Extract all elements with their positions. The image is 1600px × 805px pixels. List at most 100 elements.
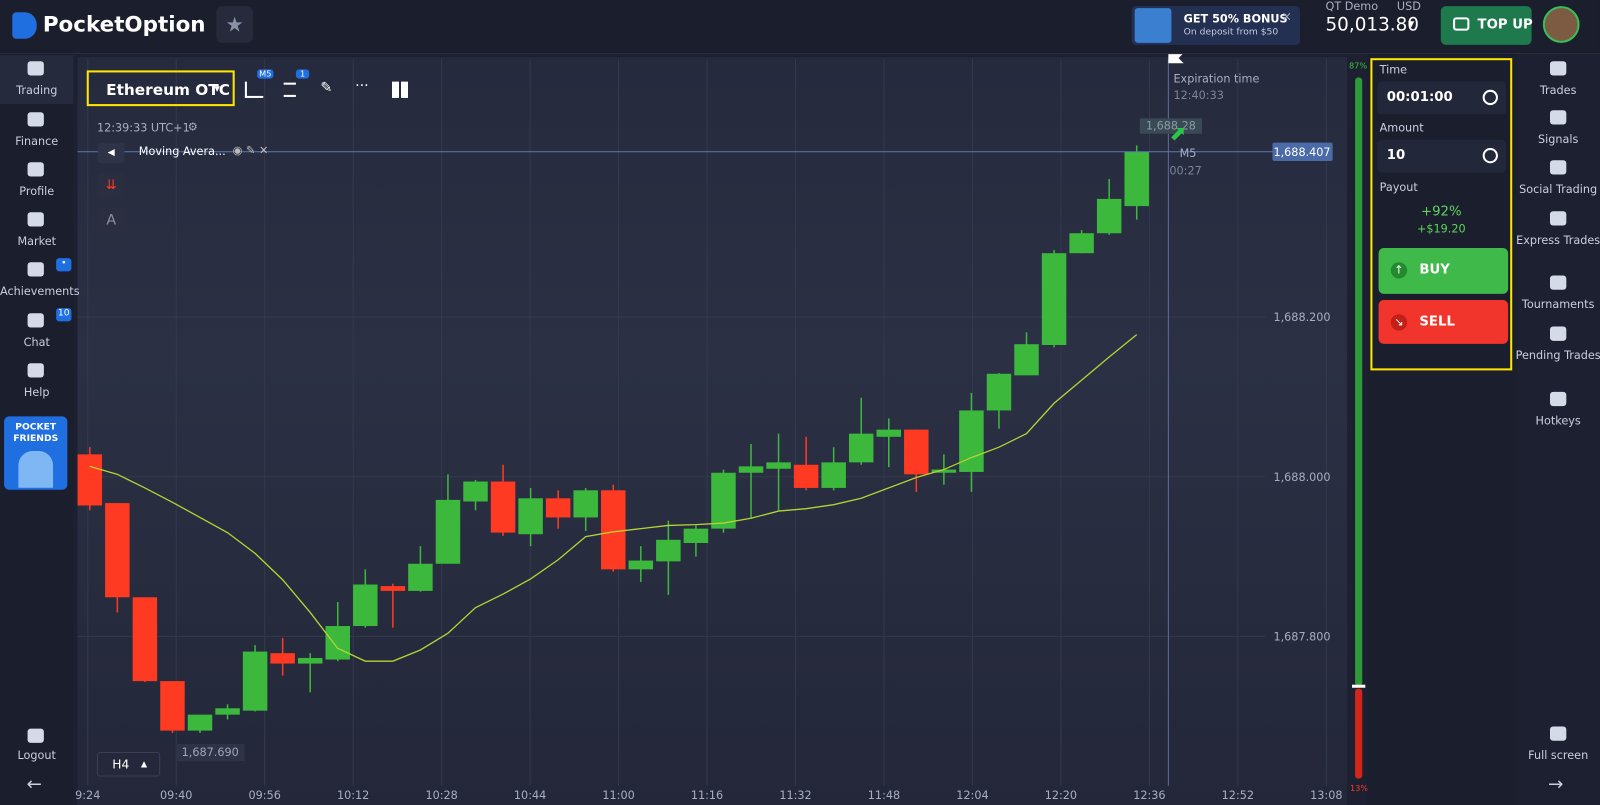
nav-item[interactable]: Finance — [15, 134, 59, 148]
candle-body — [77, 454, 103, 506]
indicator-name[interactable]: Moving Avera... — [138, 144, 226, 159]
avatar[interactable] — [1542, 6, 1580, 43]
x-tick-label: 12:52 — [1222, 789, 1254, 802]
signal-tool[interactable]: ⇊ — [97, 173, 125, 198]
nav-icon — [27, 162, 44, 177]
amount-icon[interactable] — [1482, 147, 1498, 164]
nav-item[interactable]: Market — [17, 234, 57, 248]
candle-body — [656, 539, 681, 562]
x-tick-label: 12:20 — [1045, 789, 1077, 802]
fullscreen-icon — [1549, 726, 1567, 741]
balance-caret[interactable]: ▾ — [1408, 16, 1415, 31]
nav-icon — [27, 212, 44, 227]
nav-icon — [27, 313, 44, 328]
drawing-button[interactable]: ✎ — [320, 79, 333, 96]
candle-body — [601, 490, 626, 570]
nav-item[interactable]: Achievements — [0, 284, 80, 298]
x-tick-label: 9:24 — [75, 789, 100, 802]
nav-item[interactable]: Trading — [16, 83, 58, 97]
sentiment-up: 87% — [1348, 61, 1368, 71]
nav-icon — [1549, 61, 1567, 76]
timeframe-box[interactable] — [96, 752, 161, 777]
expand-arrow[interactable]: → — [1547, 773, 1564, 795]
text-tool[interactable]: A — [97, 208, 125, 233]
payout: +92% — [1421, 204, 1462, 220]
topup-button[interactable] — [1440, 6, 1532, 45]
x-tick-label: 09:40 — [160, 789, 192, 802]
nav-item[interactable]: Pending Trades — [1515, 348, 1600, 363]
nav-item[interactable]: Hotkeys — [1535, 414, 1581, 428]
nav-item[interactable]: Profile — [19, 184, 55, 198]
candle-body — [490, 481, 516, 533]
candle-body — [160, 681, 185, 731]
timeframe[interactable]: H4 — [112, 757, 130, 772]
expiration-flag — [1168, 53, 1184, 64]
right-nav — [1516, 54, 1600, 805]
candle-body — [380, 586, 406, 591]
header — [0, 0, 1600, 55]
candle-body — [435, 499, 461, 564]
asset-selector[interactable]: Ethereum OTC — [106, 80, 230, 99]
asset-caret[interactable]: ▾ — [214, 81, 220, 95]
clock-settings[interactable]: ⚙ — [187, 120, 198, 134]
candle-body — [408, 563, 433, 591]
topup-label[interactable]: TOP UP — [1477, 17, 1533, 33]
time-label: Time — [1379, 63, 1408, 77]
x-tick-label: 11:48 — [868, 789, 900, 802]
indicators-button[interactable] — [283, 82, 296, 97]
nav-icon — [1549, 275, 1567, 290]
candle-body — [711, 472, 736, 529]
nav-item[interactable]: Help — [23, 385, 50, 399]
candle-body — [1014, 344, 1039, 376]
bonus-image — [1134, 8, 1172, 43]
candle-body — [187, 714, 213, 731]
candle-body — [353, 584, 378, 627]
bonus-close[interactable]: × — [1281, 9, 1292, 24]
nav-icon — [27, 262, 44, 277]
candle-body — [1041, 253, 1067, 346]
more-button[interactable]: ··· — [355, 77, 369, 94]
candle-body — [215, 708, 240, 715]
balance[interactable]: 50,013.80 — [1325, 14, 1419, 36]
nav-item[interactable]: Tournaments — [1521, 297, 1595, 312]
candle-body — [959, 410, 984, 472]
logo-icon — [12, 12, 37, 39]
indicator-icons[interactable]: ◉ ✎ ✕ — [232, 143, 269, 158]
timeframe-badge: M5 — [257, 69, 274, 79]
collapse-arrow[interactable]: ← — [26, 773, 42, 795]
nav-icon — [1549, 160, 1567, 175]
sell-icon: ↘ — [1390, 314, 1408, 331]
sell-label[interactable]: SELL — [1419, 314, 1455, 330]
x-tick-label: 10:28 — [425, 789, 457, 802]
favorite-button[interactable]: ★ — [216, 6, 254, 43]
chart-type-button[interactable] — [244, 81, 264, 98]
amount-value[interactable]: 10 — [1386, 147, 1406, 164]
sentiment-divider — [1352, 684, 1366, 688]
timeframe-caret[interactable]: ▲ — [140, 759, 148, 769]
nav-item[interactable]: Social Trading — [1519, 182, 1598, 196]
buy-label[interactable]: BUY — [1419, 262, 1450, 278]
time-value[interactable]: 00:01:00 — [1386, 89, 1453, 106]
amount-label: Amount — [1379, 121, 1424, 135]
logout[interactable]: Logout — [17, 748, 56, 763]
nav-item[interactable]: Signals — [1537, 132, 1579, 146]
fullscreen[interactable]: Full screen — [1528, 748, 1589, 763]
indicator-collapse[interactable]: ◀ — [97, 142, 125, 164]
candle-body — [270, 653, 295, 664]
candle-body — [463, 481, 488, 502]
nav-item[interactable]: Express Trades — [1516, 233, 1600, 247]
bonus-title: GET 50% BONUS — [1183, 12, 1288, 26]
achievements-badge: • — [56, 258, 72, 272]
sentiment-down: 13% — [1349, 783, 1369, 793]
wallet-icon — [1453, 17, 1470, 31]
nav-icon — [1549, 110, 1567, 125]
low-label: 1,687.690 — [175, 743, 245, 762]
promo-label[interactable]: POCKET FRIENDS — [13, 422, 59, 444]
nav-item[interactable]: Trades — [1539, 83, 1577, 97]
nav-item[interactable]: Chat — [23, 335, 50, 349]
time-icon[interactable] — [1482, 89, 1498, 106]
timer-tf: M5 — [1179, 146, 1197, 161]
y-tick-label: 1,688.000 — [1273, 471, 1330, 484]
layout-button[interactable] — [391, 81, 409, 98]
